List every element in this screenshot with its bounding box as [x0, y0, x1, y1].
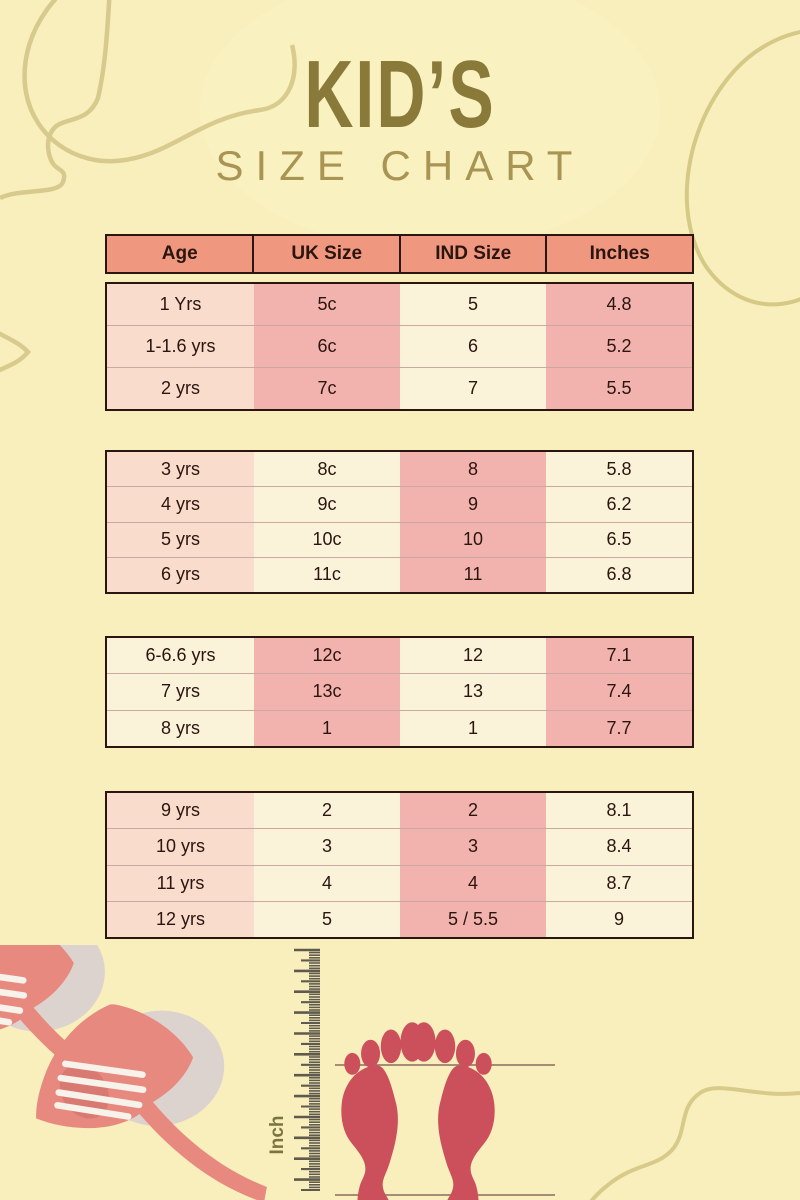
svg-text:Inch: Inch — [267, 1115, 288, 1154]
